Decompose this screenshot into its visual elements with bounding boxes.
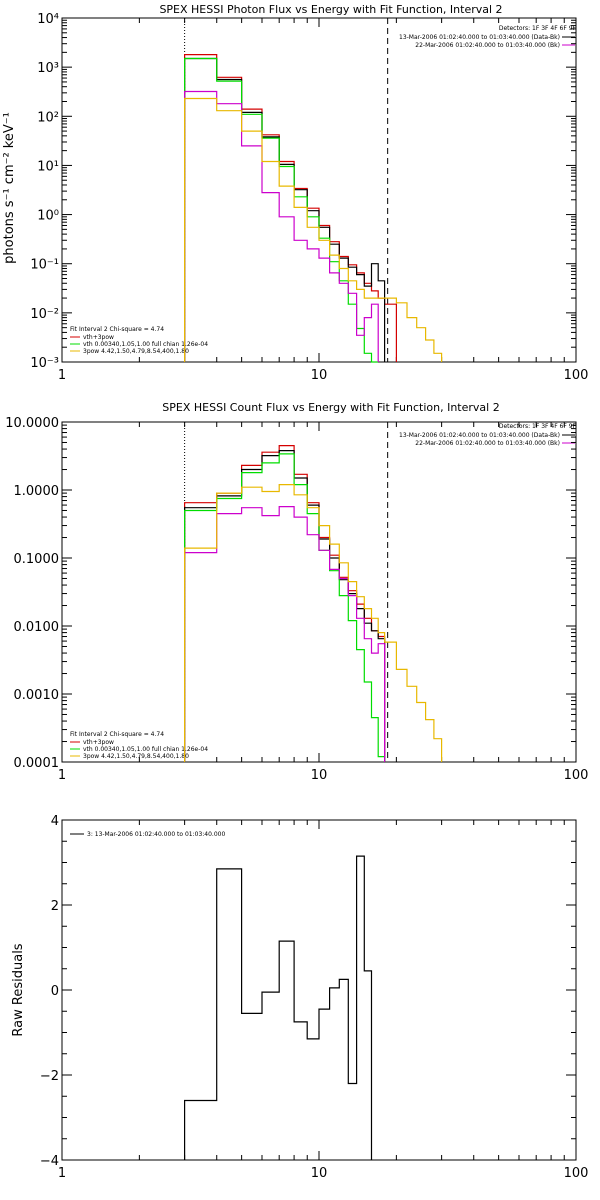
count-flux-y-tick-label: 0.0001 (14, 756, 60, 771)
residuals-y-tick-label: 2 (51, 899, 59, 914)
count-flux-series-red (184, 445, 386, 762)
count-flux-fit-summary: Fit Interval 2 Chi-square = 4.74 (70, 731, 164, 738)
count-flux-y-tick-label: 0.0100 (14, 620, 60, 635)
photon-flux-legend-left-label: 3pow 4.42,1.50,4.79,8.54,400,1.80 (83, 348, 189, 355)
photon-flux-y-tick-label: 10⁴ (37, 12, 59, 27)
residuals-x-tick-label: 10 (311, 1166, 328, 1181)
photon-flux-series-magenta (184, 90, 379, 362)
photon-flux-y-tick-label: 10³ (37, 61, 59, 76)
photon-flux-plot: 1 10 100 10⁻³ 10⁻² 10⁻¹ 10⁰ 10¹ 10² 10³ 10⁴ (30, 12, 588, 383)
photon-flux-y-tick-label: 10² (37, 110, 59, 125)
count-flux-plot: 1 10 100 0.0001 0.0010 0.0100 0.1000 1.0000 10.0… (5, 416, 588, 783)
photon-flux-legend-right: 13-Mar-2006 01:02:40.000 to 01:03:40.000… (399, 34, 575, 49)
residuals-series-black (184, 855, 373, 1160)
photon-flux-series-black (184, 57, 386, 362)
photon-flux-title: SPEX HESSI Photon Flux vs Energy with Fi… (159, 3, 502, 16)
photon-flux-x-tick-label: 1 (58, 368, 66, 383)
count-flux-series-magenta (184, 506, 386, 762)
count-flux-legend-right-label: 13-Mar-2006 01:02:40.000 to 01:03:40.000… (399, 432, 560, 439)
residuals-y-tick-label: −4 (40, 1154, 59, 1169)
photon-flux-legend-left-label: vth+3pow (83, 334, 114, 341)
count-flux-detectors: Detectors: 1F 3F 4F 6F 9F (499, 423, 577, 430)
residuals-panel: Raw Residuals 3: 13-Mar-2006 01:02:40.00… (11, 831, 225, 1037)
photon-flux-y-tick-label: 10⁻³ (30, 356, 59, 371)
residuals-legend: 3: 13-Mar-2006 01:02:40.000 to 01:03:40.… (70, 831, 225, 838)
count-flux-panel: SPEX HESSI Count Flux vs Energy with Fit… (70, 401, 577, 760)
photon-flux-legend-left: Fit Interval 2 Chi-square = 4.74 vth+3po… (70, 326, 208, 355)
residuals-plot: 1 10 100 −4 −2 0 2 4 (40, 814, 589, 1181)
count-flux-legend-left-label: vth+3pow (83, 739, 114, 746)
count-flux-legend-left: Fit Interval 2 Chi-square = 4.74 vth+3po… (70, 731, 208, 760)
residuals-y-tick-label: −2 (40, 1069, 59, 1084)
photon-flux-panel: SPEX HESSI Photon Flux vs Energy with Fi… (2, 3, 577, 355)
photon-flux-y-tick-label: 10⁻² (30, 307, 59, 322)
count-flux-y-tick-label: 0.1000 (14, 552, 60, 567)
photon-flux-series-orange (184, 97, 443, 362)
residuals-x-tick-label: 100 (564, 1166, 589, 1181)
residuals-legend-label: 3: 13-Mar-2006 01:02:40.000 to 01:03:40.… (87, 831, 225, 838)
photon-flux-legend-left-label: vth 0.00340,1.05,1.00 full chian 1.26e-0… (83, 341, 208, 348)
photon-flux-fit-summary: Fit Interval 2 Chi-square = 4.74 (70, 326, 164, 333)
photon-flux-detectors: Detectors: 1F 3F 4F 6F 9F (499, 25, 577, 32)
photon-flux-ylabel: photons s⁻¹ cm⁻² keV⁻¹ (2, 112, 17, 264)
photon-flux-y-tick-label: 10⁰ (37, 209, 59, 224)
count-flux-legend-left-label: vth 0.00340,1.05,1.00 full chian 1.26e-0… (83, 746, 208, 753)
count-flux-x-tick-label: 10 (311, 768, 328, 783)
count-flux-legend-right-label: 22-Mar-2006 01:02:40.000 to 01:03:40.000… (415, 440, 560, 447)
photon-flux-y-tick-label: 10¹ (37, 159, 59, 174)
count-flux-y-tick-label: 10.0000 (5, 416, 59, 431)
count-flux-series-orange (184, 484, 443, 762)
residuals-x-tick-label: 1 (58, 1166, 66, 1181)
count-flux-x-tick-label: 1 (58, 768, 66, 783)
photon-flux-legend-right-label: 13-Mar-2006 01:02:40.000 to 01:03:40.000… (399, 34, 560, 41)
count-flux-series-black (184, 450, 386, 762)
count-flux-title: SPEX HESSI Count Flux vs Energy with Fit… (162, 401, 499, 414)
residuals-y-tick-label: 4 (51, 814, 59, 829)
photon-flux-legend-right-label: 22-Mar-2006 01:02:40.000 to 01:03:40.000… (415, 42, 560, 49)
photon-flux-x-tick-label: 100 (564, 368, 589, 383)
count-flux-legend-left-label: 3pow 4.42,1.50,4.79,8.54,400,1.80 (83, 753, 189, 760)
count-flux-legend-right: 13-Mar-2006 01:02:40.000 to 01:03:40.000… (399, 432, 575, 447)
count-flux-y-tick-label: 1.0000 (14, 484, 60, 499)
count-flux-x-tick-label: 100 (564, 768, 589, 783)
residuals-y-tick-label: 0 (51, 984, 59, 999)
photon-flux-y-tick-label: 10⁻¹ (30, 258, 59, 273)
photon-flux-x-tick-label: 10 (311, 368, 328, 383)
count-flux-y-tick-label: 0.0010 (14, 688, 60, 703)
residuals-ylabel: Raw Residuals (11, 943, 26, 1036)
